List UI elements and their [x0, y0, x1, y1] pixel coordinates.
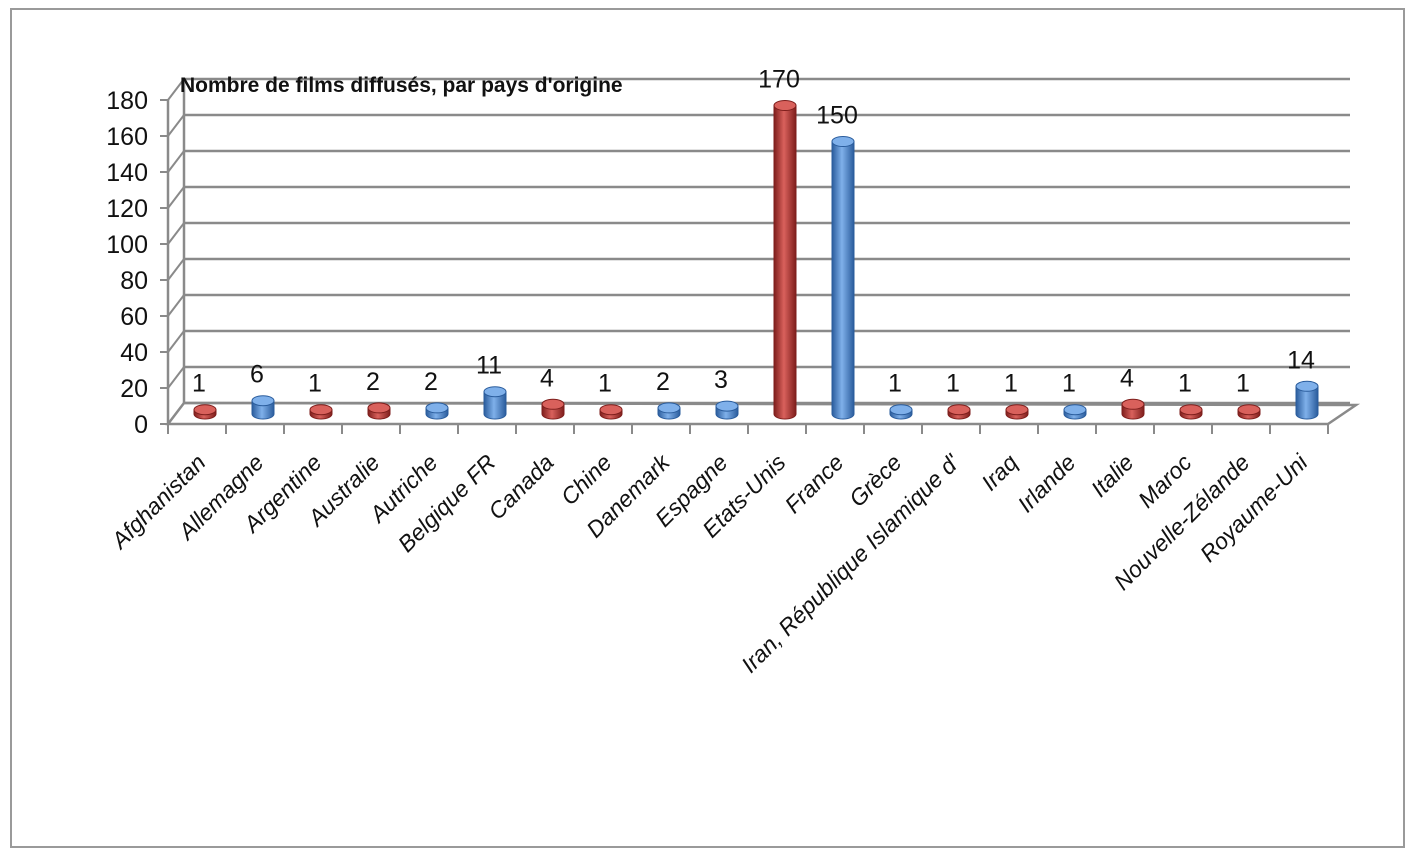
data-label: 2 [366, 368, 380, 396]
bar [1063, 404, 1087, 420]
gridline-depth [167, 258, 185, 281]
bar [1121, 398, 1145, 420]
data-label: 2 [424, 368, 438, 396]
bar [483, 386, 507, 420]
gridline-depth [167, 222, 185, 245]
x-tick-label: France [780, 449, 849, 518]
y-tick-label: 80 [120, 267, 148, 295]
bar [889, 404, 913, 420]
bar [715, 400, 739, 420]
data-label: 1 [1062, 370, 1076, 398]
data-label: 1 [1178, 370, 1192, 398]
y-tick-label: 60 [120, 303, 148, 331]
gridlines [167, 77, 1350, 425]
bar [367, 402, 391, 420]
y-tick-label: 160 [106, 123, 148, 151]
bar [1295, 380, 1319, 420]
floor [165, 401, 1361, 426]
data-label: 1 [946, 370, 960, 398]
y-tick-label: 120 [106, 195, 148, 223]
data-label: 1 [1004, 370, 1018, 398]
bar [1237, 404, 1261, 420]
gridline-depth [167, 294, 185, 317]
data-label: 1 [192, 370, 206, 398]
bar [1179, 404, 1203, 420]
x-tick-label: Irlande [1012, 449, 1080, 517]
bar [831, 136, 855, 420]
y-tick-label: 180 [106, 87, 148, 115]
gridline-depth [167, 366, 185, 389]
y-tick-label: 40 [120, 339, 148, 367]
bar [773, 100, 797, 420]
data-label: 1 [598, 370, 612, 398]
y-tick-label: 20 [120, 375, 148, 403]
bar [425, 402, 449, 420]
data-label: 150 [816, 102, 858, 130]
chart-title: Nombre de films diffusés, par pays d'ori… [180, 74, 623, 97]
bar [193, 404, 217, 420]
chart-frame [10, 8, 1405, 848]
bar [1005, 404, 1029, 420]
y-tick-label: 100 [106, 231, 148, 259]
data-label: 4 [540, 364, 554, 392]
bar [251, 395, 275, 420]
x-tick-label: Canada [483, 449, 558, 524]
y-tick-label: 140 [106, 159, 148, 187]
bar [309, 404, 333, 420]
gridline-depth [167, 186, 185, 209]
data-label: 3 [714, 366, 728, 394]
data-label: 1 [1236, 370, 1250, 398]
gridline-depth [167, 78, 185, 101]
bar [599, 404, 623, 420]
data-label: 11 [476, 352, 502, 380]
data-label: 6 [250, 361, 264, 389]
gridline-depth [167, 150, 185, 173]
gridline-depth [167, 330, 185, 353]
bars [193, 100, 1319, 420]
axes [160, 79, 1361, 434]
data-label: 170 [758, 66, 800, 94]
data-label: 1 [308, 370, 322, 398]
bar [947, 404, 971, 420]
x-tick-label: Italie [1086, 449, 1139, 502]
x-tick-label: Iraq [976, 449, 1023, 496]
gridline-depth [167, 114, 185, 137]
y-tick-label: 0 [134, 411, 148, 439]
bar [541, 398, 565, 420]
data-label: 4 [1120, 364, 1134, 392]
bar [657, 402, 681, 420]
labels: 0204060801001201401601801Afghanistan6All… [105, 66, 1315, 678]
data-label: 2 [656, 368, 670, 396]
data-label: 14 [1287, 346, 1315, 374]
data-label: 1 [888, 370, 902, 398]
